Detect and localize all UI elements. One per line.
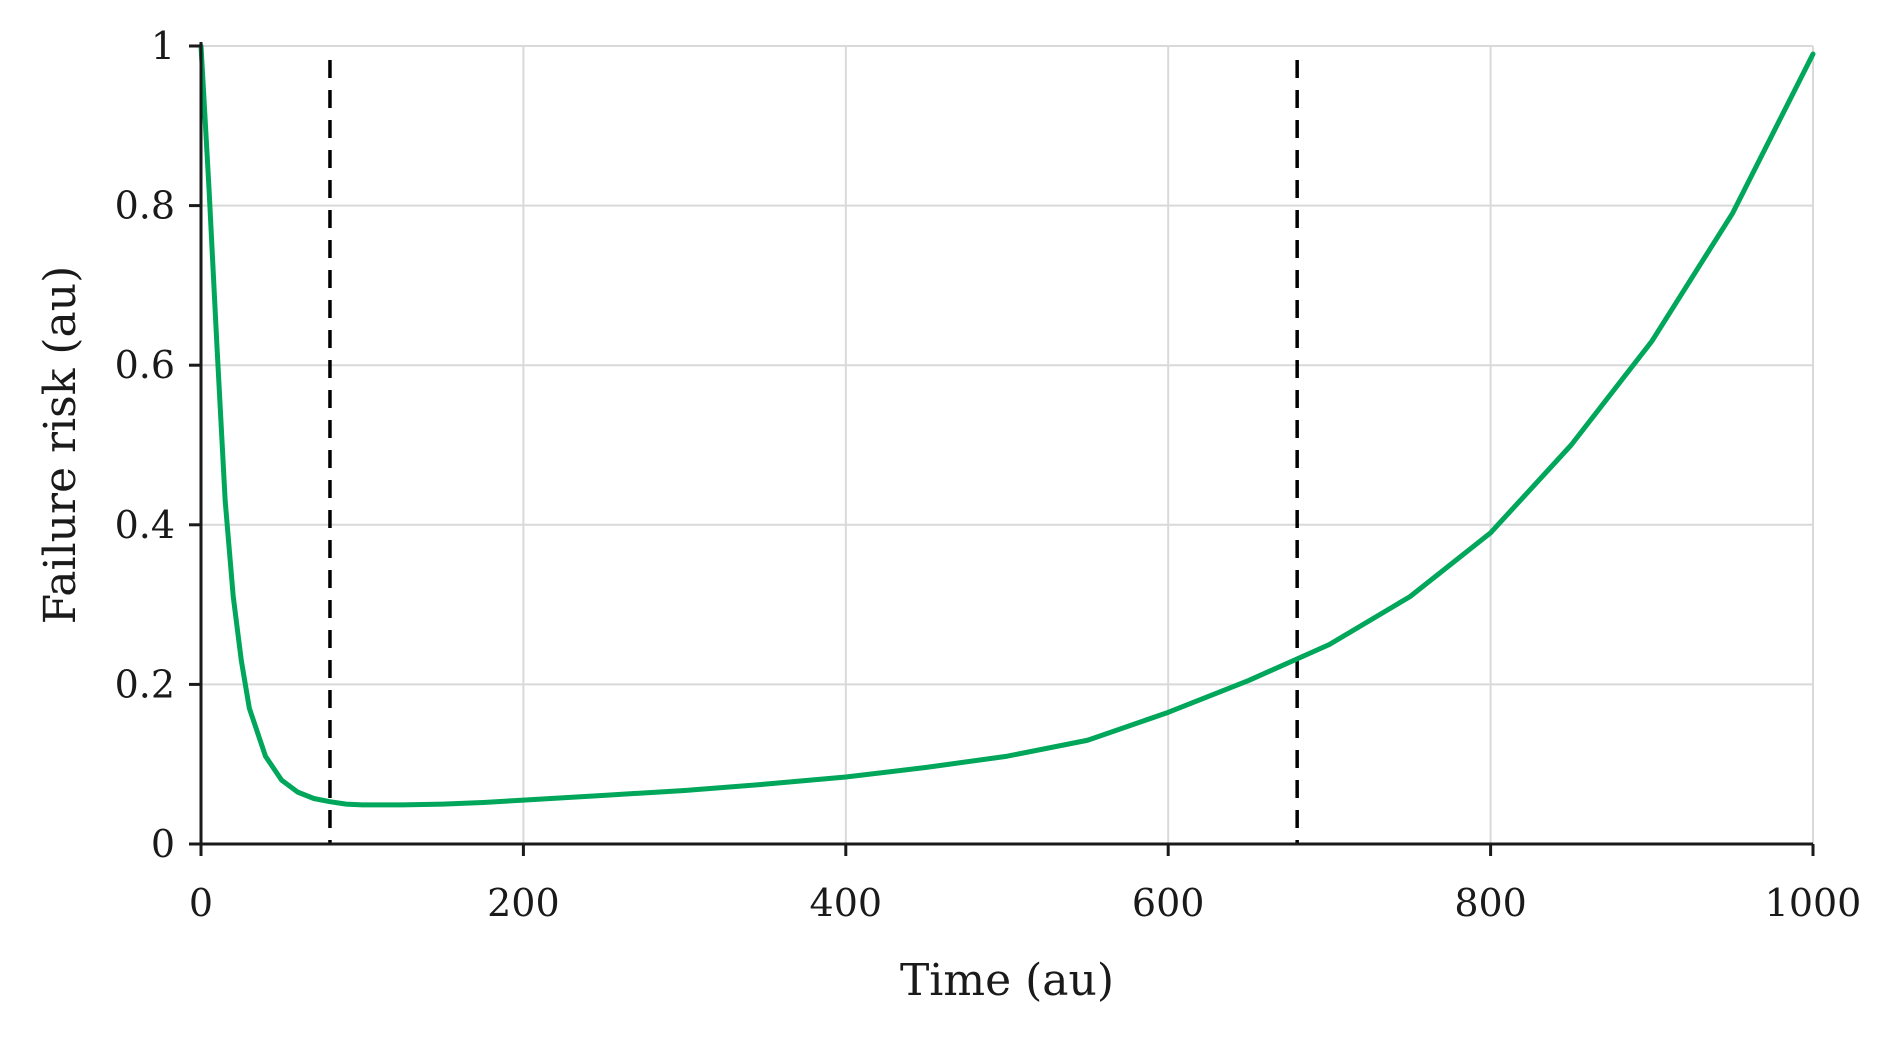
x-tick-label: 400 xyxy=(810,881,883,925)
y-tick-label: 0.6 xyxy=(115,343,175,387)
y-tick-label: 1 xyxy=(151,24,175,68)
axis-layer xyxy=(189,42,1815,856)
y-tick-label: 0.8 xyxy=(115,184,175,228)
y-tick-label: 0 xyxy=(151,822,175,866)
series-layer xyxy=(198,43,1816,808)
x-axis-title: Time (au) xyxy=(900,955,1114,1006)
x-tick-label: 800 xyxy=(1454,881,1527,925)
label-layer: 0 200 400 600 800 1000 0 0.2 0.4 0.6 0.8 1 xyxy=(115,24,1862,925)
x-tick-label: 600 xyxy=(1132,881,1205,925)
x-tick-label: 1000 xyxy=(1765,881,1862,925)
grid-layer xyxy=(201,45,1814,844)
marker-layer xyxy=(328,60,1299,844)
y-tick-label: 0.4 xyxy=(115,503,175,547)
x-tick-label: 0 xyxy=(189,881,213,925)
y-axis-title: Failure risk (au) xyxy=(35,266,86,625)
y-tick-label: 0.2 xyxy=(115,662,175,706)
x-tick-label: 200 xyxy=(487,881,560,925)
failure-risk-curve xyxy=(198,43,1816,808)
